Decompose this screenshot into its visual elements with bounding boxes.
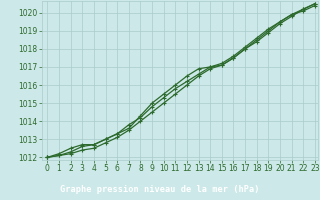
Text: Graphe pression niveau de la mer (hPa): Graphe pression niveau de la mer (hPa)	[60, 185, 260, 194]
